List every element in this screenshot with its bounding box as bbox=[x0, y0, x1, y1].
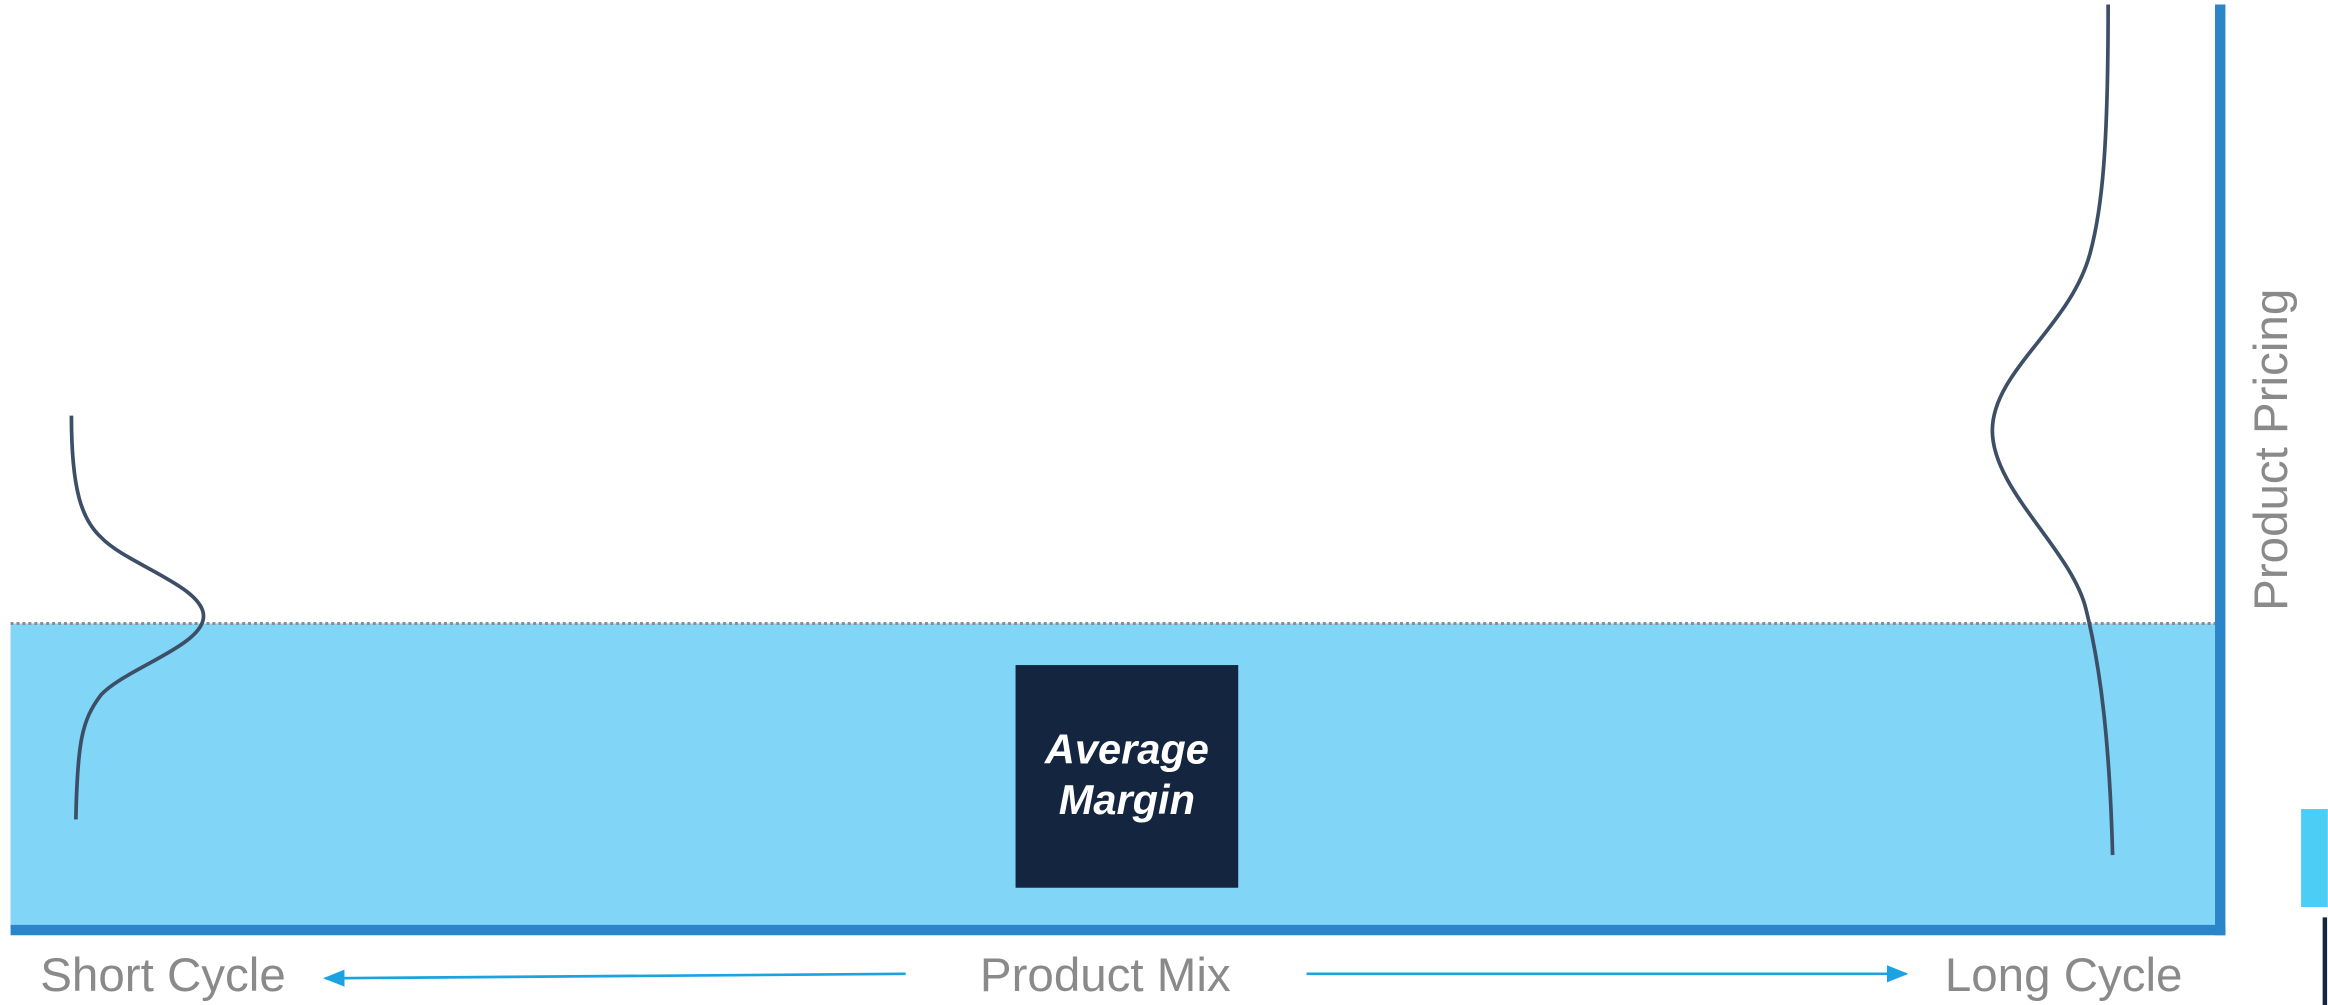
box-label: Margin bbox=[1059, 776, 1195, 823]
box-label: Average bbox=[1044, 726, 1209, 773]
product-mix-label: Product Mix bbox=[980, 949, 1231, 1002]
short-cycle-label: Short Cycle bbox=[40, 949, 286, 1002]
long-cycle-curve bbox=[1990, 4, 2115, 856]
long-cycle-label: Long Cycle bbox=[1945, 949, 2183, 1002]
short-cycle-curve bbox=[69, 415, 206, 820]
edge-block bbox=[2301, 809, 2328, 908]
left-arrow bbox=[323, 969, 906, 987]
product-pricing-label: Product Pricing bbox=[2245, 289, 2298, 611]
average-margin-box bbox=[1015, 665, 1239, 888]
